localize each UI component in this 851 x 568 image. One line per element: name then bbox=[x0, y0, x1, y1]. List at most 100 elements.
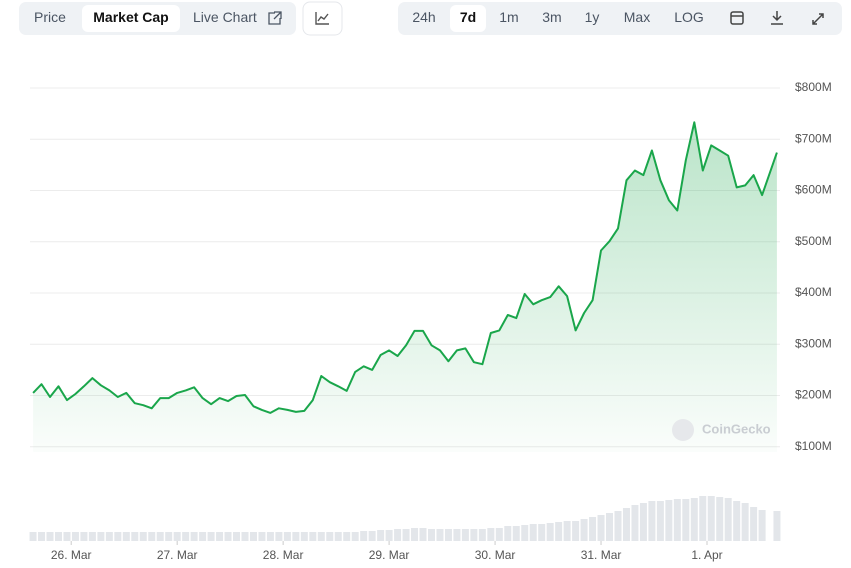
volume-bar bbox=[190, 532, 198, 541]
tab[interactable]: Live Chart bbox=[193, 9, 257, 25]
volume-bar bbox=[741, 503, 749, 541]
volume-bar bbox=[529, 524, 537, 541]
volume-bar bbox=[622, 508, 630, 541]
volume-bar bbox=[351, 532, 359, 541]
volume-bar bbox=[631, 505, 639, 541]
y-tick-label: $300M bbox=[795, 336, 832, 350]
volume-bar bbox=[122, 532, 130, 541]
volume-bar bbox=[292, 532, 300, 541]
volume-bar bbox=[317, 532, 325, 541]
volume-bar bbox=[368, 531, 376, 541]
y-tick-label: $500M bbox=[795, 234, 832, 248]
volume-bar bbox=[63, 532, 71, 541]
volume-bar bbox=[478, 529, 486, 541]
volume-bar bbox=[648, 501, 656, 541]
y-tick-label: $600M bbox=[795, 183, 832, 197]
volume-bar bbox=[470, 529, 478, 541]
volume-bar bbox=[436, 529, 444, 541]
volume-bar bbox=[309, 532, 317, 541]
range-group bbox=[398, 2, 842, 35]
volume-bar bbox=[182, 532, 190, 541]
volume-bar bbox=[266, 532, 274, 541]
volume-bar bbox=[241, 532, 249, 541]
range-button[interactable]: LOG bbox=[674, 9, 704, 25]
volume-bar bbox=[233, 532, 241, 541]
volume-bar bbox=[97, 532, 105, 541]
calendar-icon[interactable] bbox=[730, 11, 744, 25]
volume-bar bbox=[538, 524, 546, 541]
volume-bar bbox=[427, 529, 435, 541]
volume-bar bbox=[606, 513, 614, 541]
volume-bar bbox=[139, 532, 147, 541]
volume-bar bbox=[512, 526, 520, 541]
volume-bar bbox=[334, 532, 342, 541]
volume-bar bbox=[54, 532, 62, 541]
range-button[interactable]: 1m bbox=[499, 9, 518, 25]
volume-bar bbox=[773, 511, 781, 541]
y-tick-label: $800M bbox=[795, 80, 832, 94]
volume-bar bbox=[402, 529, 410, 541]
range-button[interactable]: 7d bbox=[460, 9, 476, 25]
y-tick-label: $200M bbox=[795, 388, 832, 402]
volume-bar bbox=[673, 499, 681, 541]
volume-bar bbox=[656, 501, 664, 541]
volume-bar bbox=[88, 532, 96, 541]
range-button[interactable]: Max bbox=[624, 9, 650, 25]
download-icon[interactable] bbox=[771, 11, 783, 25]
volume-bar bbox=[46, 532, 54, 541]
fullscreen-icon[interactable] bbox=[812, 13, 824, 25]
external-link-icon bbox=[268, 11, 282, 25]
x-tick-label: 1. Apr bbox=[691, 548, 722, 562]
volume-bar bbox=[199, 532, 207, 541]
volume-bar bbox=[707, 496, 715, 541]
volume-bar bbox=[377, 530, 385, 541]
volume-bar bbox=[343, 532, 351, 541]
volume-bar bbox=[555, 522, 563, 541]
volume-bar bbox=[275, 532, 283, 541]
volume-bar bbox=[165, 532, 173, 541]
x-tick-label: 28. Mar bbox=[263, 548, 304, 562]
y-tick-label: $100M bbox=[795, 439, 832, 453]
x-tick-label: 26. Mar bbox=[51, 548, 92, 562]
tab[interactable]: Price bbox=[34, 9, 66, 25]
volume-bar bbox=[724, 498, 732, 541]
volume-bar bbox=[80, 532, 88, 541]
range-button[interactable]: 24h bbox=[412, 9, 435, 25]
volume-bar bbox=[148, 532, 156, 541]
volume-bar bbox=[300, 532, 308, 541]
x-tick-label: 29. Mar bbox=[369, 548, 410, 562]
volume-bar bbox=[283, 532, 291, 541]
volume-bar bbox=[105, 532, 113, 541]
volume-bar bbox=[461, 529, 469, 541]
volume-bar bbox=[419, 528, 427, 541]
volume-bar bbox=[326, 532, 334, 541]
volume-bar bbox=[385, 530, 393, 541]
volume-bar bbox=[224, 532, 232, 541]
area bbox=[33, 122, 777, 453]
volume-bar bbox=[580, 519, 588, 541]
volume-bar bbox=[29, 532, 37, 541]
watermark-logo bbox=[672, 419, 694, 441]
range-active-bg bbox=[450, 5, 486, 32]
tab-active-bg bbox=[82, 5, 180, 32]
x-tick-label: 30. Mar bbox=[475, 548, 516, 562]
volume-bar bbox=[453, 529, 461, 541]
y-tick-label: $400M bbox=[795, 285, 832, 299]
volume-bar bbox=[521, 525, 529, 541]
volume-bar bbox=[360, 531, 368, 541]
volume-bar bbox=[589, 517, 597, 541]
volume-bar bbox=[38, 532, 46, 541]
volume-bar bbox=[411, 528, 419, 541]
volume-bar bbox=[563, 521, 571, 541]
volume-bar bbox=[665, 500, 673, 541]
volume-bar bbox=[114, 532, 122, 541]
volume-bar bbox=[546, 523, 554, 541]
tab[interactable]: Market Cap bbox=[93, 9, 168, 25]
range-button[interactable]: 3m bbox=[542, 9, 561, 25]
volume-bar bbox=[572, 521, 580, 541]
volume-bar bbox=[699, 496, 707, 541]
range-button[interactable]: 1y bbox=[585, 9, 600, 25]
volume-bar bbox=[614, 511, 622, 541]
